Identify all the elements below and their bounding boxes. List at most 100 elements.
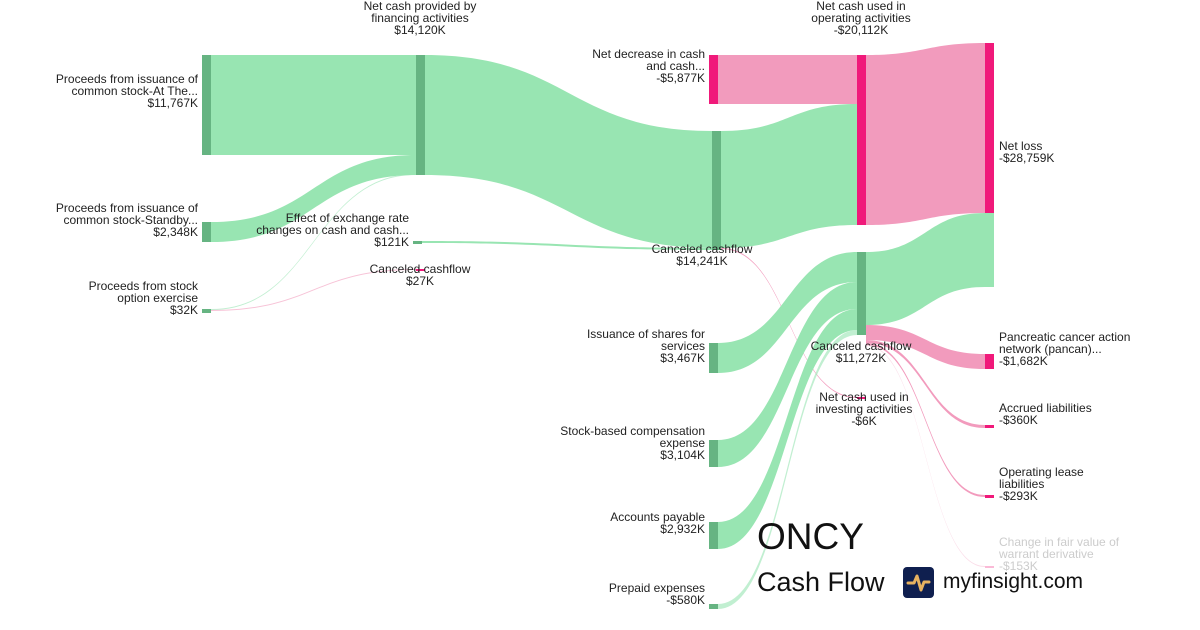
node-label-operating: Net cash used in operating activities -$20… [811, 0, 910, 36]
node-value: -$1,682K [999, 354, 1048, 368]
node-label-accrued: Accrued liabilities -$360K [999, 402, 1092, 426]
node-value: -$20,112K [833, 23, 889, 37]
node-label-canceled27: Canceled cashflow $27K [370, 263, 471, 287]
node-value: -$293K [999, 489, 1038, 503]
link-option-canceled27 [211, 269, 416, 311]
node-label-line: Accrued liabilities [999, 401, 1092, 415]
node-investing [857, 397, 866, 399]
node-value: $121K [374, 235, 409, 249]
node-label-line: Canceled cashflow [369, 262, 471, 276]
node-value: -$28,759K [999, 151, 1055, 165]
node-value: $27K [405, 274, 435, 288]
node-label-line: warrant derivative [999, 547, 1094, 561]
node-label-netloss: Net loss -$28,759K [999, 140, 1054, 164]
node-label-line: operating activities [811, 11, 911, 25]
node-netloss [985, 43, 994, 213]
node-label-investing: Net cash used in investing activities -$6K [816, 391, 913, 427]
node-label-prepaid: Prepaid expenses -$580K [609, 582, 705, 606]
link-issuance-canceled11272 [718, 252, 857, 373]
node-ap [709, 522, 718, 549]
node-label-line: Prepaid expenses [608, 581, 705, 595]
node-label-issuance: Issuance of shares for services $3,467K [587, 328, 705, 364]
link-canceled11272-netloss [866, 213, 985, 325]
node-canceled27 [416, 269, 425, 271]
node-value: $2,348K [153, 225, 198, 239]
node-lease [985, 495, 994, 498]
node-label-line: and cash... [646, 59, 705, 73]
link-decrease-operating [718, 55, 857, 104]
link-canceled11272-accrued [866, 340, 985, 428]
node-atm [202, 55, 211, 155]
node-label-line: liabilities [999, 477, 1045, 491]
node-label-line: Proceeds from issuance of [55, 72, 198, 86]
node-label-line: Net cash used in [816, 0, 906, 13]
link-prepaid-canceled11272 [718, 330, 857, 609]
node-label-line: Change in fair value of [999, 535, 1120, 549]
link-ap-canceled11272 [718, 309, 857, 549]
node-label-lease: Operating lease liabilities -$293K [999, 466, 1084, 502]
link-sbc-canceled11272 [718, 282, 857, 467]
node-label-line: services [660, 339, 705, 353]
node-label-line: Proceeds from stock [88, 279, 198, 293]
ticker-title: ONCY [757, 516, 864, 557]
node-label-warrant: Change in fair value of warrant derivativ… [999, 536, 1119, 572]
node-label-financing: Net cash provided by financing activities… [364, 0, 477, 36]
node-value: -$5,877K [656, 71, 705, 85]
node-label-canceled11272: Canceled cashflow $11,272K [811, 340, 912, 364]
node-decrease [709, 55, 718, 104]
node-canceled11272 [857, 252, 866, 335]
node-label-option: Proceeds from stock option exercise $32K [89, 280, 198, 316]
node-standby [202, 222, 211, 242]
node-netloss_g [985, 213, 994, 287]
node-canceled14241 [712, 131, 721, 250]
node-label-fx: Effect of exchange rate changes on cash a… [256, 212, 409, 248]
node-financing [416, 55, 425, 175]
site-link[interactable]: myfinsight.com [943, 570, 1084, 593]
link-option-financing [211, 174, 416, 310]
node-label-line: Effect of exchange rate [285, 211, 409, 225]
node-value: $14,241K [676, 254, 728, 268]
node-label-line: Operating lease [999, 465, 1084, 479]
node-accrued [985, 425, 994, 428]
link-canceled11272-pancan [866, 325, 985, 369]
node-label-standby: Proceeds from issuance of common stock-St… [56, 202, 198, 238]
node-value: $3,467K [660, 351, 705, 365]
node-label-line: Issuance of shares for [586, 327, 705, 341]
node-pancan [985, 354, 994, 369]
node-label-ap: Accounts payable $2,932K [610, 511, 705, 535]
link-standby-financing [211, 155, 416, 242]
chart-subtitle: Cash Flow [757, 567, 885, 597]
node-label-line: common stock-At The... [71, 84, 199, 98]
node-label-line: expense [659, 436, 705, 450]
node-label-sbc: Stock-based compensation expense $3,104K [560, 425, 705, 461]
node-value: $14,120K [394, 23, 446, 37]
node-fx [413, 241, 422, 244]
node-label-line: Stock-based compensation [560, 424, 705, 438]
node-value: -$6K [851, 414, 877, 428]
node-issuance [709, 343, 718, 373]
link-fx-canceled14241 [422, 241, 712, 250]
node-label-pancan: Pancreatic cancer action network (pancan)… [999, 331, 1130, 367]
pulse-icon [903, 567, 934, 598]
node-label-line: financing activities [371, 11, 469, 25]
link-atm-financing [211, 55, 416, 155]
node-label-line: option exercise [117, 291, 198, 305]
link-canceled11272-lease [866, 343, 985, 497]
node-value: $3,104K [660, 448, 705, 462]
node-value: $2,932K [660, 522, 705, 536]
node-label-line: common stock-Standby... [63, 213, 199, 227]
node-label-canceled14241: Canceled cashflow $14,241K [652, 243, 753, 267]
node-label-line: network (pancan)... [999, 342, 1102, 356]
node-value: $32K [169, 303, 198, 317]
node-value: -$153K [999, 559, 1038, 573]
node-value: $11,272K [835, 351, 887, 365]
link-operating-netloss [866, 43, 985, 225]
node-warrant [985, 566, 994, 568]
link-canceled11272-warrant [866, 345, 985, 567]
node-label-line: Net decrease in cash [592, 47, 705, 61]
link-financing-canceled14241 [425, 55, 712, 248]
node-operating [857, 55, 866, 225]
node-label-line: Canceled cashflow [810, 339, 912, 353]
